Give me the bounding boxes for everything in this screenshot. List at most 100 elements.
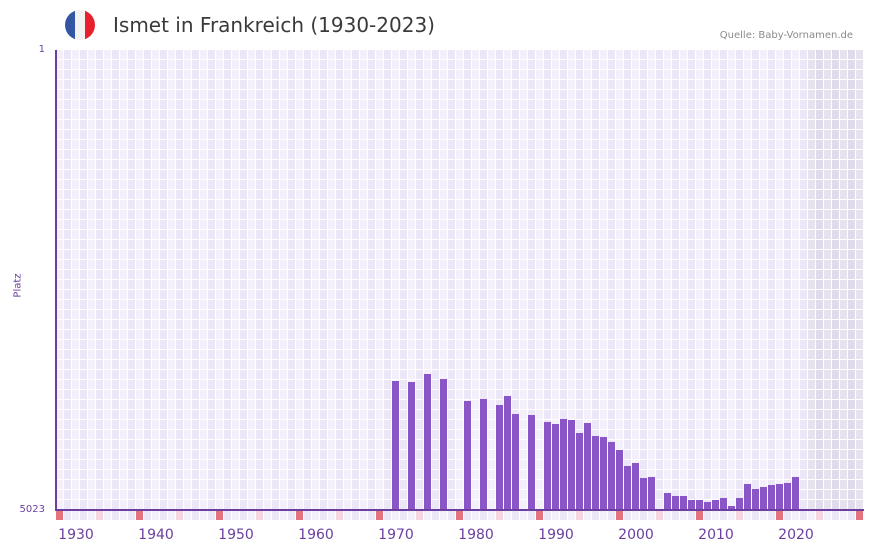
grid-cell <box>536 110 543 119</box>
bar-2016[interactable] <box>760 487 767 510</box>
bar-2008[interactable] <box>696 500 703 510</box>
grid-cell <box>552 150 559 159</box>
grid-cell <box>136 480 143 489</box>
bar-2001[interactable] <box>640 478 647 510</box>
grid-cell <box>304 210 311 219</box>
grid-cell <box>472 210 479 219</box>
bar-1996[interactable] <box>600 436 607 510</box>
grid-cell <box>488 100 495 109</box>
bar-2018[interactable] <box>776 483 783 510</box>
grid-cell <box>688 430 695 439</box>
bar-1976[interactable] <box>440 378 447 510</box>
bar-1998[interactable] <box>616 450 623 510</box>
grid-cell <box>192 280 199 289</box>
bar-1981[interactable] <box>480 398 487 510</box>
bar-2002[interactable] <box>648 477 655 510</box>
bar-2015[interactable] <box>752 489 759 510</box>
grid-cell <box>712 160 719 169</box>
grid-cell <box>608 230 615 239</box>
bar-1991[interactable] <box>560 418 567 510</box>
grid-cell <box>696 130 703 139</box>
bar-1995[interactable] <box>592 435 599 510</box>
bar-2004[interactable] <box>664 492 671 510</box>
grid-cell <box>88 200 95 209</box>
grid-cell <box>520 70 527 79</box>
grid-cell <box>288 140 295 149</box>
grid-cell <box>624 140 631 149</box>
grid-cell <box>456 150 463 159</box>
grid-cell <box>96 210 103 219</box>
bar-1999[interactable] <box>624 466 631 510</box>
bar-1992[interactable] <box>568 419 575 510</box>
grid-cell <box>520 400 527 409</box>
grid-cell <box>712 410 719 419</box>
bar-2020[interactable] <box>792 477 799 510</box>
grid-cell <box>776 50 783 59</box>
grid-cell <box>440 370 447 379</box>
bar-2000[interactable] <box>632 463 639 510</box>
bar-1972[interactable] <box>408 381 415 510</box>
grid-cell <box>392 340 399 349</box>
grid-cell <box>776 270 783 279</box>
bar-1987[interactable] <box>528 415 535 510</box>
bar-2017[interactable] <box>768 484 775 510</box>
bar-2019[interactable] <box>784 483 791 510</box>
bar-2013[interactable] <box>736 498 743 510</box>
grid-cell <box>600 270 607 279</box>
grid-cell <box>224 480 231 489</box>
grid-cell <box>216 390 223 399</box>
x-axis-cell <box>200 511 207 520</box>
grid-cell <box>352 170 359 179</box>
grid-cell <box>56 420 63 429</box>
grid-cell <box>488 330 495 339</box>
grid-cell <box>272 230 279 239</box>
bar-1990[interactable] <box>552 423 559 510</box>
bar-2007[interactable] <box>688 500 695 510</box>
grid-cell <box>456 130 463 139</box>
bar-2005[interactable] <box>672 495 679 510</box>
grid-cell <box>456 200 463 209</box>
grid-cell <box>488 470 495 479</box>
bar-2011[interactable] <box>720 498 727 510</box>
grid-cell <box>424 260 431 269</box>
chart-plot-area <box>56 50 864 510</box>
bar-1979[interactable] <box>464 400 471 510</box>
bar-1997[interactable] <box>608 442 615 510</box>
source-link[interactable]: Quelle: Baby-Vornamen.de <box>719 30 853 41</box>
bar-2009[interactable] <box>704 502 711 510</box>
x-axis-cell <box>792 511 799 520</box>
grid-cell <box>400 300 407 309</box>
grid-cell <box>712 490 719 499</box>
bar-1994[interactable] <box>584 422 591 510</box>
grid-cell <box>464 250 471 259</box>
grid-cell <box>192 290 199 299</box>
bar-1970[interactable] <box>392 380 399 510</box>
grid-cell <box>520 170 527 179</box>
grid-cell <box>368 220 375 229</box>
grid-cell <box>136 240 143 249</box>
grid-cell <box>128 260 135 269</box>
grid-cell <box>552 200 559 209</box>
grid-cell <box>544 220 551 229</box>
grid-cell <box>608 260 615 269</box>
grid-cell <box>464 80 471 89</box>
bar-1983[interactable] <box>496 405 503 510</box>
bar-2006[interactable] <box>680 495 687 510</box>
grid-cell <box>824 410 831 419</box>
bar-2010[interactable] <box>712 500 719 510</box>
bar-2012[interactable] <box>728 505 735 510</box>
bar-2014[interactable] <box>744 483 751 510</box>
grid-cell <box>336 170 343 179</box>
grid-cell <box>848 350 855 359</box>
bar-1985[interactable] <box>512 414 519 510</box>
bar-1993[interactable] <box>576 432 583 510</box>
bar-1984[interactable] <box>504 395 511 510</box>
bar-1974[interactable] <box>424 373 431 510</box>
grid-cell <box>120 490 127 499</box>
grid-cell <box>544 340 551 349</box>
bar-1989[interactable] <box>544 421 551 510</box>
grid-cell <box>312 270 319 279</box>
grid-cell <box>360 490 367 499</box>
grid-cell <box>112 440 119 449</box>
grid-cell <box>672 220 679 229</box>
